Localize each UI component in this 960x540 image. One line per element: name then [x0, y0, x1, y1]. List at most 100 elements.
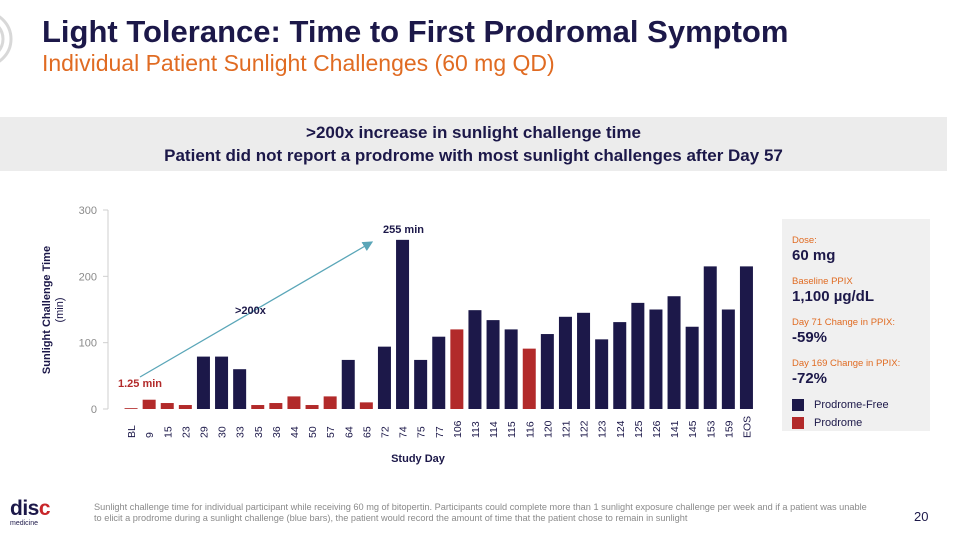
x-tick-label: 153	[705, 420, 717, 438]
legend-item-prodrome: Prodrome	[792, 417, 930, 429]
disc-medicine-logo: disc medicine	[10, 497, 51, 528]
x-tick-label: EOS	[741, 416, 753, 438]
bar-114	[486, 320, 500, 409]
bar-145	[685, 326, 699, 409]
legend-label-prodrome-free: Prodrome-Free	[814, 399, 889, 411]
legend-swatch-prodrome-free	[792, 399, 804, 411]
page-subtitle: Individual Patient Sunlight Challenges (…	[42, 50, 555, 76]
y-tick-label: 0	[91, 404, 97, 416]
x-tick-label: BL	[126, 425, 138, 438]
day71-change-label: Day 71 Change in PPIX:	[792, 317, 895, 328]
bar-36	[269, 403, 283, 409]
bar-123	[595, 339, 609, 409]
bar-72	[377, 346, 391, 409]
x-tick-label: 124	[615, 420, 627, 438]
y-tick-label: 100	[79, 338, 97, 350]
bar-115	[504, 329, 518, 409]
x-tick-label: 145	[687, 420, 699, 438]
peak-value-label: 255 min	[383, 224, 424, 236]
y-tick-label: 200	[79, 271, 97, 283]
x-tick-label: 121	[560, 420, 572, 438]
y-axis-unit: (min)	[54, 297, 66, 322]
x-tick-label: 114	[488, 421, 500, 438]
x-tick-label: 9	[144, 432, 156, 438]
bar-15	[160, 403, 174, 409]
logo-text-a: dis	[10, 497, 39, 520]
x-tick-label: 64	[343, 426, 355, 438]
bar-141	[667, 296, 681, 409]
x-tick-label: 116	[524, 421, 536, 438]
x-tick-label: 36	[271, 426, 283, 438]
day169-change-value: -72%	[792, 370, 828, 387]
baseline-ppix-label: Baseline PPIX	[792, 276, 853, 287]
bar-35	[251, 405, 265, 409]
bar-77	[432, 336, 446, 409]
x-tick-label: 115	[506, 421, 518, 438]
bar-126	[649, 309, 663, 409]
logo-text-b: c	[38, 497, 51, 520]
x-tick-label: 74	[398, 426, 410, 438]
bar-chart: 0 100 200 300 BL 9 15 23 29 30 33 35 36 44 50 57 64 65 72…	[41, 205, 753, 465]
page-title: Light Tolerance: Time to First Prodromal…	[42, 14, 789, 49]
x-tick-label: 29	[198, 426, 210, 438]
x-tick-label: 72	[379, 426, 391, 438]
day169-change-label: Day 169 Change in PPIX:	[792, 358, 901, 369]
bar-106	[450, 329, 464, 409]
x-tick-label: 141	[669, 420, 681, 438]
bar-9	[142, 399, 156, 409]
start-value-label: 1.25 min	[118, 378, 162, 390]
x-tick-label: 44	[289, 426, 301, 438]
dose-label: Dose:	[792, 235, 817, 246]
x-tick-label: 123	[597, 420, 609, 438]
bar-121	[558, 316, 572, 409]
bar-50	[305, 405, 319, 409]
x-tick-label: 50	[307, 426, 319, 438]
page-number: 20	[914, 509, 929, 524]
x-tick-label: 30	[217, 426, 229, 438]
banner-line-2: Patient did not report a prodrome with m…	[164, 146, 783, 165]
legend-swatch-prodrome	[792, 417, 804, 429]
x-tick-label: 57	[325, 426, 337, 438]
bar-bl	[124, 408, 138, 409]
dose-value: 60 mg	[792, 247, 836, 264]
bar-30	[215, 356, 229, 409]
x-tick-label: 23	[180, 426, 192, 438]
baseline-ppix-value: 1,100 µg/dL	[792, 288, 875, 305]
x-tick-label: 15	[162, 426, 174, 438]
patient-info-panel: Dose: 60 mg Baseline PPIX 1,100 µg/dL Da…	[782, 219, 930, 431]
legend-label-prodrome: Prodrome	[814, 417, 863, 429]
bar-124	[613, 322, 627, 409]
x-tick-label: 120	[542, 420, 554, 438]
decorative-circle-graphic	[0, 15, 13, 63]
bar-65	[359, 402, 373, 409]
bar-23	[178, 405, 192, 409]
bar-eos	[739, 266, 753, 409]
x-tick-label: 106	[452, 420, 464, 438]
arrow-label: >200x	[235, 305, 267, 317]
bar-33	[233, 369, 247, 409]
footnote: Sunlight challenge time for individual p…	[94, 502, 867, 523]
bar-64	[341, 359, 355, 409]
bar-74	[396, 239, 410, 409]
bar-153	[703, 266, 717, 409]
x-tick-label: 113	[470, 421, 482, 438]
y-axis-label: Sunlight Challenge Time	[41, 246, 53, 374]
bar-125	[631, 302, 645, 409]
bar-57	[323, 396, 337, 409]
banner-line-1: >200x increase in sunlight challenge tim…	[306, 123, 641, 142]
bar-116	[522, 348, 536, 409]
key-finding-banner: >200x increase in sunlight challenge tim…	[0, 117, 947, 171]
x-tick-label: 122	[579, 420, 591, 438]
logo-subtext: medicine	[10, 520, 39, 527]
x-tick-label: 125	[633, 420, 645, 438]
legend-item-prodrome-free: Prodrome-Free	[792, 399, 930, 411]
x-tick-label: 75	[416, 426, 428, 438]
x-tick-label: 35	[253, 426, 265, 438]
x-tick-label: 159	[723, 420, 735, 438]
y-tick-label: 300	[79, 205, 97, 217]
increase-arrow	[139, 241, 374, 378]
day71-change-value: -59%	[792, 329, 828, 346]
bar-159	[721, 309, 735, 409]
bar-113	[468, 310, 482, 409]
x-tick-label: 65	[361, 426, 373, 438]
